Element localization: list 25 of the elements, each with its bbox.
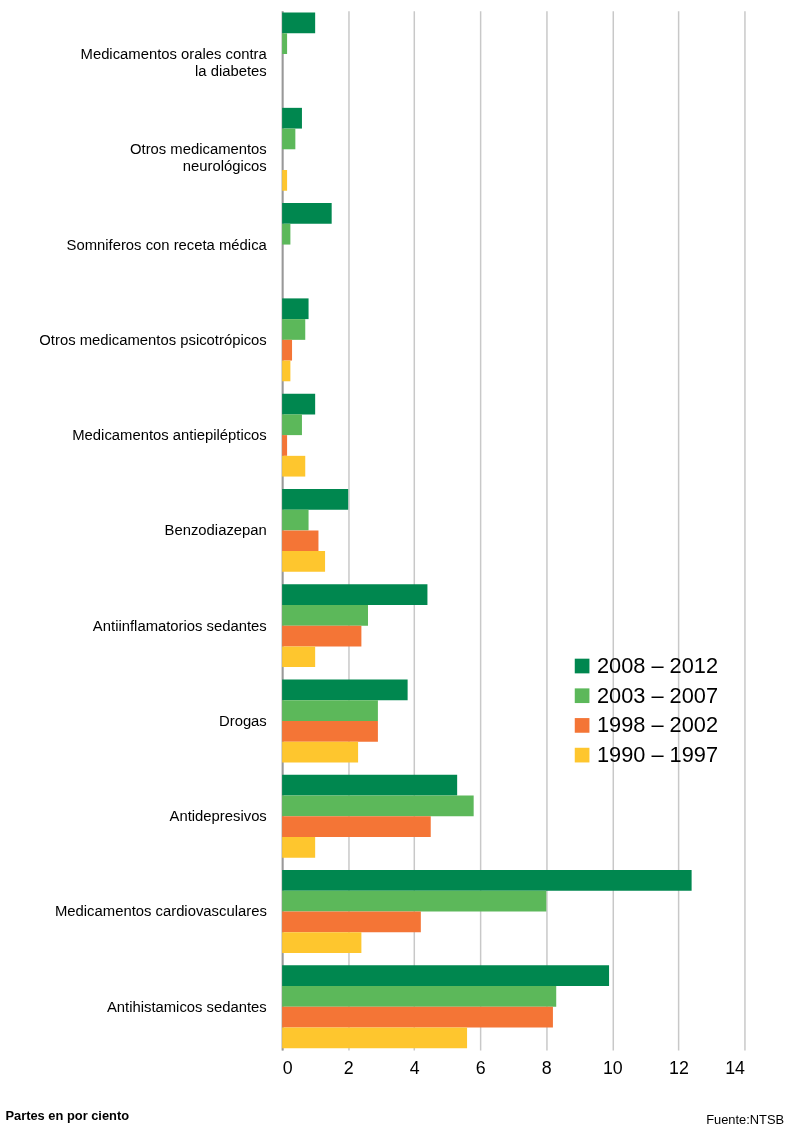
y-tick-label: Medicamentos orales contra la diabetes bbox=[80, 45, 268, 79]
x-tick-label: 8 bbox=[541, 1058, 552, 1079]
x-axis-title: Partes en por ciento bbox=[5, 1107, 130, 1123]
y-tick-label: Otros medicamentos psicotrópicos bbox=[39, 331, 267, 348]
y-tick-label: Drogas bbox=[218, 712, 267, 729]
y-tick-label: Somniferos con receta médica bbox=[66, 236, 268, 253]
legend-label: 2003 – 2007 bbox=[596, 682, 718, 708]
x-tick-label: 14 bbox=[725, 1058, 746, 1079]
y-tick-label: Otros medicamentos neurológicos bbox=[129, 141, 267, 175]
y-tick-label: Antiinflamatorios sedantes bbox=[92, 617, 267, 634]
y-tick-label: Benzodiazepan bbox=[164, 522, 267, 539]
x-tick-label: 4 bbox=[409, 1058, 420, 1079]
x-tick-label: 12 bbox=[669, 1058, 689, 1079]
legend-label: 1990 – 1997 bbox=[596, 742, 718, 768]
legend-label: 2008 – 2012 bbox=[596, 652, 718, 678]
x-tick-label: 2 bbox=[343, 1058, 354, 1079]
y-tick-label: Antidepresivos bbox=[169, 808, 267, 825]
source-note: Fuente:NTSB bbox=[706, 1112, 785, 1128]
y-tick-label: Antihistamicos sedantes bbox=[106, 998, 267, 1015]
y-tick-label: Medicamentos antiepilépticos bbox=[72, 427, 267, 444]
x-tick-label: 0 bbox=[282, 1058, 293, 1079]
x-tick-label: 6 bbox=[475, 1058, 486, 1079]
x-tick-label: 10 bbox=[602, 1058, 623, 1079]
y-tick-label: Medicamentos cardiovasculares bbox=[54, 903, 267, 920]
legend-label: 1998 – 2002 bbox=[596, 712, 718, 738]
